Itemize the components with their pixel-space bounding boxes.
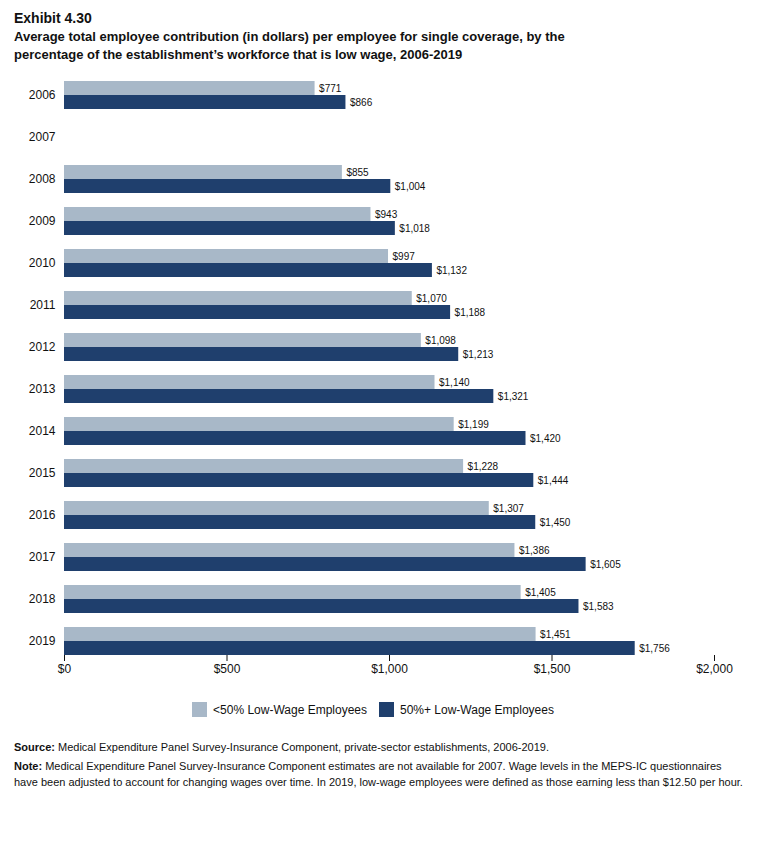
svg-text:$1,500: $1,500 — [534, 662, 571, 676]
svg-text:$1,420: $1,420 — [530, 433, 561, 444]
svg-text:$1,405: $1,405 — [525, 587, 556, 598]
svg-text:$943: $943 — [375, 209, 398, 220]
html-text:Note: Medical Expenditure Pane: Note: Medical Expenditure Panel Survey-I… — [14, 760, 743, 788]
svg-text:$1,605: $1,605 — [590, 559, 621, 570]
svg-text:2009: 2009 — [29, 214, 56, 228]
svg-text:$1,098: $1,098 — [425, 335, 456, 346]
svg-text:$500: $500 — [214, 662, 241, 676]
svg-text:$1,140: $1,140 — [439, 377, 470, 388]
svg-text:$1,000: $1,000 — [371, 662, 408, 676]
svg-text:$1,444: $1,444 — [538, 475, 569, 486]
svg-text:2011: 2011 — [30, 298, 56, 312]
svg-text:2016: 2016 — [29, 508, 56, 522]
svg-text:$1,132: $1,132 — [436, 265, 467, 276]
svg-text:2013: 2013 — [29, 382, 56, 396]
svg-text:$1,004: $1,004 — [395, 181, 426, 192]
svg-text:2019: 2019 — [29, 634, 56, 648]
svg-text:$1,307: $1,307 — [493, 503, 524, 514]
svg-text:$1,756: $1,756 — [639, 643, 670, 654]
svg-text:$855: $855 — [346, 167, 369, 178]
svg-text:2010: 2010 — [29, 256, 56, 270]
svg-text:$1,450: $1,450 — [540, 517, 571, 528]
svg-text:$0: $0 — [58, 662, 72, 676]
svg-text:2017: 2017 — [29, 550, 56, 564]
svg-text:$2,000: $2,000 — [696, 662, 733, 676]
svg-text:$771: $771 — [319, 83, 342, 94]
html-text:Source: Medical Expenditure Pa: Source: Medical Expenditure Panel Survey… — [14, 741, 549, 754]
svg-text:$1,199: $1,199 — [458, 419, 489, 430]
html-text:Exhibit 4.30: Exhibit 4.30 — [14, 10, 92, 26]
svg-text:2007: 2007 — [29, 130, 56, 144]
svg-text:$866: $866 — [350, 97, 373, 108]
html-text:<50% Low-Wage Employees: <50% Low-Wage Employees — [213, 702, 367, 717]
svg-text:$1,386: $1,386 — [519, 545, 550, 556]
svg-text:2008: 2008 — [29, 172, 56, 186]
svg-text:$1,213: $1,213 — [463, 349, 494, 360]
svg-text:$1,321: $1,321 — [498, 391, 529, 402]
svg-text:2012: 2012 — [29, 340, 56, 354]
svg-text:2006: 2006 — [29, 88, 56, 102]
svg-text:$997: $997 — [393, 251, 416, 262]
svg-text:$1,228: $1,228 — [468, 461, 499, 472]
svg-text:2015: 2015 — [29, 466, 56, 480]
svg-text:2018: 2018 — [29, 592, 56, 606]
svg-text:$1,018: $1,018 — [399, 223, 430, 234]
html-text:Average total employee contrib: Average total employee contribution (in … — [14, 29, 565, 62]
svg-text:$1,070: $1,070 — [416, 293, 447, 304]
svg-text:$1,451: $1,451 — [540, 629, 571, 640]
html-text:50%+ Low-Wage Employees: 50%+ Low-Wage Employees — [400, 702, 554, 717]
svg-text:2014: 2014 — [29, 424, 56, 438]
svg-text:$1,583: $1,583 — [583, 601, 614, 612]
svg-text:$1,188: $1,188 — [455, 307, 486, 318]
